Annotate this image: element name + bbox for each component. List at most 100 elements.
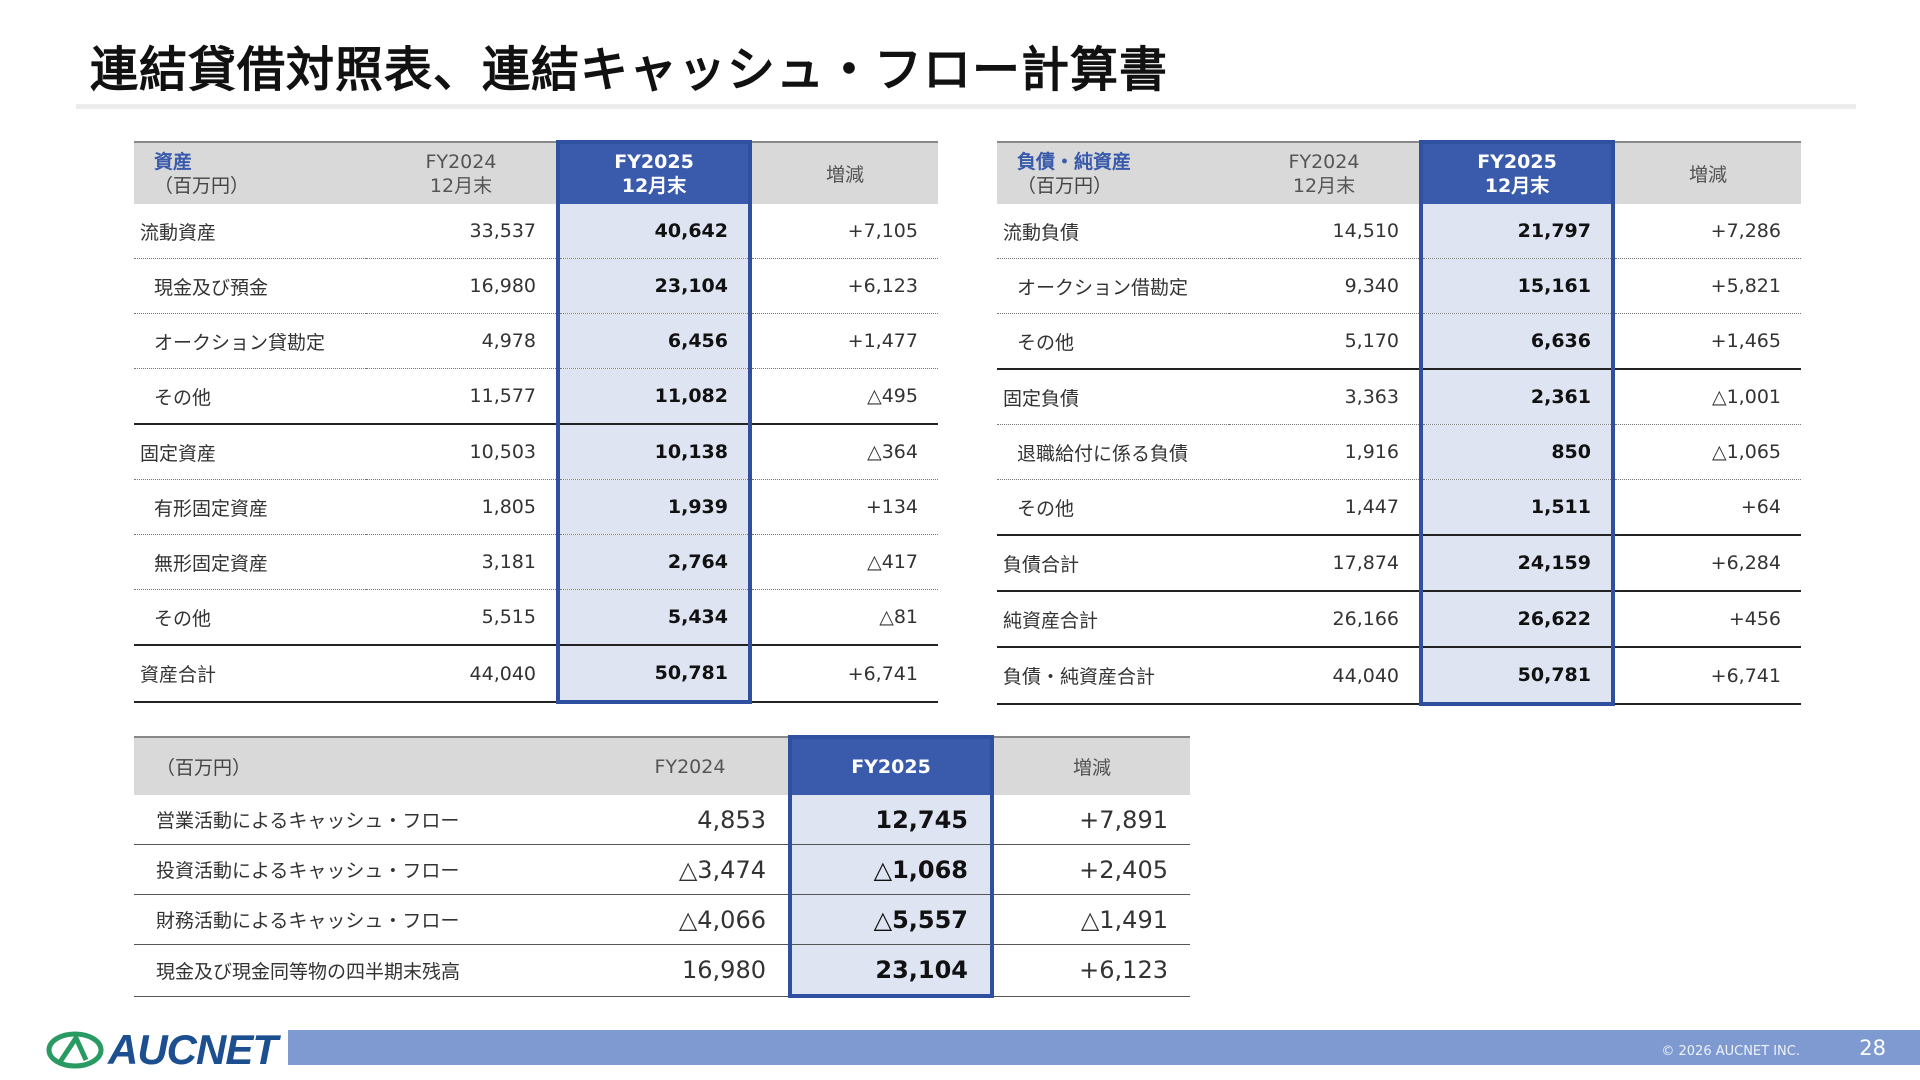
row-change: +2,405 (992, 844, 1190, 895)
page-title: 連結貸借対照表、連結キャッシュ・フロー計算書 (90, 42, 1169, 98)
row-cur: 850 (1419, 424, 1615, 480)
row-prev: 16,980 (366, 258, 558, 314)
assets-cur-fy: FY2025 (614, 151, 694, 173)
row-cur: 26,622 (1419, 591, 1615, 648)
row-change: △81 (750, 589, 938, 646)
row-label: 財務活動によるキャッシュ・フロー (134, 894, 592, 945)
row-prev: 3,363 (1229, 369, 1421, 425)
row-label: 純資産合計 (997, 591, 1229, 648)
cashflow-header-fy2024: FY2024 (592, 736, 790, 795)
row-prev: 11,577 (366, 368, 558, 425)
assets-header-label: 資産 （百万円） (134, 141, 366, 204)
liabilities-cur-period: 12月末 (1484, 175, 1550, 197)
row-change: △495 (750, 368, 938, 425)
liabilities-table: 負債・純資産 （百万円） FY2024 12月末 FY2025 12月末 増減 … (997, 140, 1801, 706)
table-row: 現金及び預金 16,980 23,104 +6,123 (134, 258, 938, 314)
table-row: オークション貸勘定 4,978 6,456 +1,477 (134, 313, 938, 369)
assets-prev-fy: FY2024 (425, 150, 497, 173)
assets-header-fy2025: FY2025 12月末 (556, 140, 752, 204)
liabilities-header-label: 負債・純資産 （百万円） (997, 141, 1229, 204)
row-label: 負債・純資産合計 (997, 647, 1229, 705)
row-cur: △5,557 (788, 894, 994, 945)
table-row: 負債・純資産合計 44,040 50,781 +6,741 (997, 647, 1801, 706)
row-prev: △4,066 (592, 894, 790, 945)
row-label: 固定資産 (134, 424, 366, 480)
row-prev: 33,537 (366, 204, 558, 259)
table-row: 流動資産 33,537 40,642 +7,105 (134, 204, 938, 259)
table-row: 現金及び現金同等物の四半期末残高 16,980 23,104 +6,123 (134, 944, 1190, 998)
liabilities-category: 負債・純資産 (1017, 150, 1132, 173)
row-change: +7,891 (992, 795, 1190, 845)
liabilities-header-fy2024: FY2024 12月末 (1229, 141, 1421, 204)
row-label: 退職給付に係る負債 (997, 424, 1229, 480)
table-row: 投資活動によるキャッシュ・フロー △3,474 △1,068 +2,405 (134, 844, 1190, 895)
row-cur: 2,361 (1419, 369, 1615, 425)
table-row: 無形固定資産 3,181 2,764 △417 (134, 534, 938, 590)
liabilities-prev-period: 12月末 (1292, 174, 1356, 197)
row-prev: 5,515 (366, 589, 558, 646)
row-label: 現金及び現金同等物の四半期末残高 (134, 944, 592, 997)
table-row: その他 1,447 1,511 +64 (997, 479, 1801, 536)
row-cur: 23,104 (788, 944, 994, 998)
row-prev: 4,853 (592, 795, 790, 845)
row-cur: 12,745 (788, 795, 994, 845)
table-row: 固定負債 3,363 2,361 △1,001 (997, 369, 1801, 425)
row-change: +6,741 (1613, 647, 1801, 705)
table-row: 固定資産 10,503 10,138 △364 (134, 424, 938, 480)
row-label: オークション借勘定 (997, 258, 1229, 314)
table-row: 資産合計 44,040 50,781 +6,741 (134, 645, 938, 704)
assets-prev-period: 12月末 (429, 174, 493, 197)
cashflow-unit: （百万円） (134, 736, 592, 795)
row-prev: 5,170 (1229, 313, 1421, 370)
logo-text: AUCNET (108, 1026, 278, 1073)
row-change: +6,123 (992, 944, 1190, 997)
row-label: 負債合計 (997, 535, 1229, 592)
row-label: その他 (134, 368, 366, 425)
table-row: 営業活動によるキャッシュ・フロー 4,853 12,745 +7,891 (134, 795, 1190, 845)
row-prev: 16,980 (592, 944, 790, 997)
row-label: 営業活動によるキャッシュ・フロー (134, 795, 592, 845)
row-prev: 44,040 (1229, 647, 1421, 705)
assets-category: 資産 (154, 150, 193, 173)
table-row: 退職給付に係る負債 1,916 850 △1,065 (997, 424, 1801, 480)
table-row: 有形固定資産 1,805 1,939 +134 (134, 479, 938, 535)
row-label: 無形固定資産 (134, 534, 366, 590)
row-cur: 5,434 (556, 589, 752, 646)
page-number: 28 (1859, 1036, 1886, 1060)
row-label: 流動負債 (997, 204, 1229, 259)
row-cur: 1,939 (556, 479, 752, 535)
table-row: 流動負債 14,510 21,797 +7,286 (997, 204, 1801, 259)
row-change: △417 (750, 534, 938, 590)
table-row: 負債合計 17,874 24,159 +6,284 (997, 535, 1801, 592)
liabilities-prev-fy: FY2024 (1288, 150, 1360, 173)
row-cur: 50,781 (1419, 647, 1615, 706)
liabilities-cur-fy: FY2025 (1477, 151, 1557, 173)
table-row: 財務活動によるキャッシュ・フロー △4,066 △5,557 △1,491 (134, 894, 1190, 945)
row-cur: 6,456 (556, 313, 752, 369)
row-label: 有形固定資産 (134, 479, 366, 535)
row-change: +7,105 (750, 204, 938, 259)
row-cur: 15,161 (1419, 258, 1615, 314)
row-change: △1,001 (1613, 369, 1801, 425)
row-label: 現金及び預金 (134, 258, 366, 314)
assets-header-fy2024: FY2024 12月末 (366, 141, 558, 204)
row-label: 投資活動によるキャッシュ・フロー (134, 844, 592, 895)
liabilities-unit: （百万円） (1017, 174, 1113, 197)
row-cur: 40,642 (556, 204, 752, 259)
row-change: +1,477 (750, 313, 938, 369)
row-cur: 23,104 (556, 258, 752, 314)
liabilities-header-fy2025: FY2025 12月末 (1419, 140, 1615, 204)
row-label: その他 (997, 313, 1229, 370)
assets-header-change: 増減 (750, 141, 938, 204)
table-row: その他 5,170 6,636 +1,465 (997, 313, 1801, 370)
row-cur: 24,159 (1419, 535, 1615, 592)
row-prev: △3,474 (592, 844, 790, 895)
cashflow-table: （百万円） FY2024 FY2025 増減 営業活動によるキャッシュ・フロー … (134, 735, 1190, 998)
row-label: 固定負債 (997, 369, 1229, 425)
row-prev: 3,181 (366, 534, 558, 590)
row-cur: 10,138 (556, 424, 752, 480)
cashflow-header-row: （百万円） FY2024 FY2025 増減 (134, 735, 1190, 795)
row-label: その他 (997, 479, 1229, 536)
row-cur: 11,082 (556, 368, 752, 425)
assets-header-row: 資産 （百万円） FY2024 12月末 FY2025 12月末 増減 (134, 140, 938, 204)
